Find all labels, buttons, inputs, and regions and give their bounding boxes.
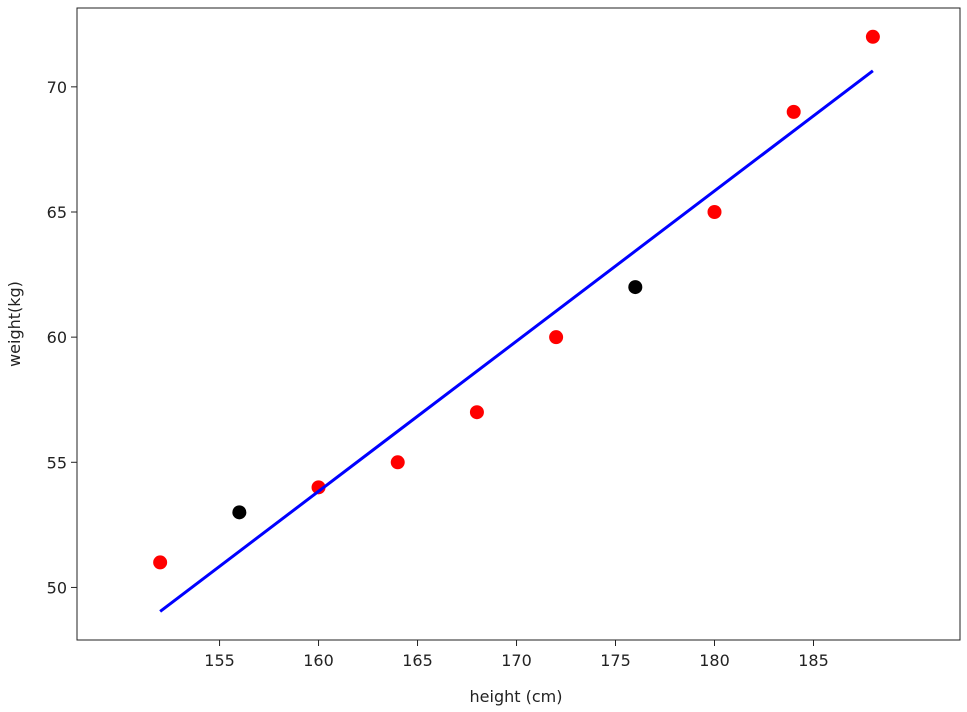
y-tick-label: 65 xyxy=(47,203,67,222)
scatter-point xyxy=(153,555,168,570)
scatter-point xyxy=(390,455,405,470)
x-axis-label: height (cm) xyxy=(470,687,563,706)
scatter-point xyxy=(469,405,484,420)
y-tick-label: 55 xyxy=(47,453,67,472)
regression-line xyxy=(159,69,874,613)
x-tick-label: 185 xyxy=(798,651,829,670)
x-tick-label: 175 xyxy=(600,651,631,670)
plot-frame xyxy=(76,7,961,641)
y-axis-label: weight(kg) xyxy=(5,281,24,367)
x-tick-label: 180 xyxy=(699,651,730,670)
y-tick-label: 70 xyxy=(47,78,67,97)
scatter-point xyxy=(311,480,326,495)
scatter-point xyxy=(865,29,880,44)
scatter-point xyxy=(232,505,247,520)
x-tick-label: 165 xyxy=(402,651,433,670)
x-tick-label: 155 xyxy=(204,651,235,670)
scatter-point xyxy=(786,104,801,119)
scatter-point xyxy=(628,280,643,295)
y-tick-label: 60 xyxy=(47,328,67,347)
scatter-point xyxy=(549,330,564,345)
x-tick-label: 160 xyxy=(303,651,334,670)
y-tick-label: 50 xyxy=(47,578,67,597)
x-tick-label: 170 xyxy=(501,651,532,670)
scatter-point xyxy=(707,204,722,219)
